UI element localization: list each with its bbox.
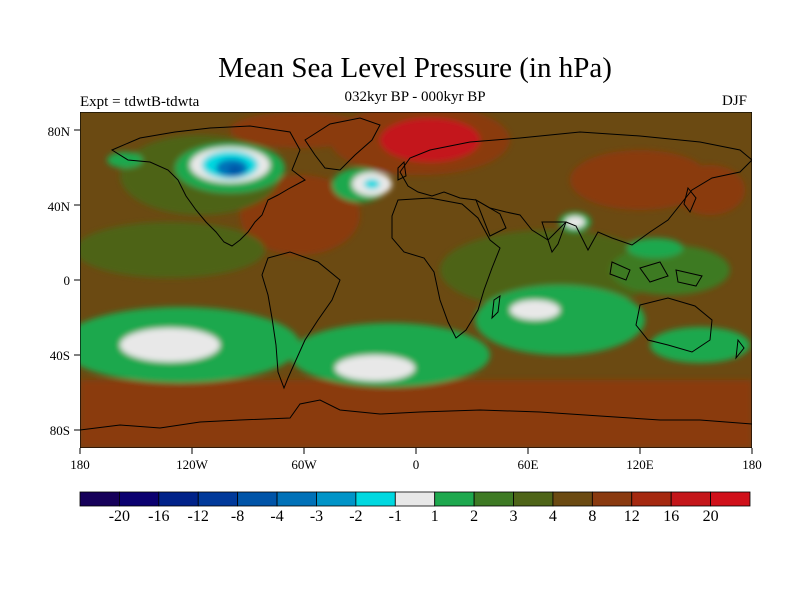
colorbar-box: [473, 491, 514, 507]
lon-label-180w: 180: [70, 457, 90, 472]
colorbar-box: [631, 491, 672, 507]
colorbar-label: 12: [623, 508, 640, 525]
white-south-indian: [510, 300, 560, 320]
colorbar-label: -2: [349, 508, 363, 525]
green-south-china: [627, 238, 683, 258]
cyan-north-atlantic: [364, 179, 380, 189]
olive-indian-ocean: [440, 230, 660, 310]
colorbar-label: 1: [430, 508, 439, 525]
lon-label-60e: 60E: [517, 457, 539, 472]
colorbar-box: [710, 491, 751, 507]
colorbar-label: 2: [470, 508, 479, 525]
warm-arctic: [230, 112, 370, 148]
lat-label-40n: 40N: [47, 199, 70, 214]
map-subtitle: 032kyr BP - 000kyr BP: [344, 89, 486, 105]
colorbar-label: -12: [187, 508, 209, 525]
colorbar-label: 8: [588, 508, 597, 525]
colorbar-box: [513, 491, 554, 507]
colorbar-label: -8: [230, 508, 245, 525]
colorbar-label: 3: [509, 508, 518, 525]
colorbar-box: [158, 491, 199, 507]
colorbar-label: -20: [108, 508, 131, 525]
colorbar-box: [276, 491, 317, 507]
green-alaska: [107, 152, 143, 168]
lon-label-60w: 60W: [291, 457, 317, 472]
colorbar-box: [670, 491, 711, 507]
lon-label-180e: 180: [742, 457, 762, 472]
white-south-pacific: [120, 328, 220, 362]
colorbar-box: [434, 491, 475, 507]
colorbar-box: [119, 491, 160, 507]
colorbar-box: [394, 491, 436, 507]
colorbar-label: 20: [702, 508, 719, 525]
colorbar-box: [237, 491, 278, 507]
colorbar-box: [316, 491, 357, 507]
colorbar-label: 16: [663, 508, 680, 525]
colorbar-box: [197, 491, 239, 507]
lat-label-40s: 40S: [49, 348, 70, 363]
warm-antarctic-band: [80, 380, 752, 448]
lon-label-120e: 120E: [626, 457, 654, 472]
warm-nw-pacific: [675, 165, 745, 215]
colorbar-box: [552, 491, 593, 507]
deep-blue-laurentide: [228, 165, 242, 175]
lon-label-0: 0: [412, 457, 420, 472]
experiment-label: Expt = tdwtB-tdwta: [80, 94, 200, 110]
colorbar-label: -1: [388, 508, 402, 525]
green-maritime: [610, 245, 730, 295]
white-tibet: [565, 216, 585, 228]
colorbar-label: 4: [548, 508, 557, 525]
warm-band-na: [240, 175, 360, 255]
colorbar-label: -16: [148, 508, 170, 525]
map-field: [80, 112, 752, 448]
colorbar-label: -4: [270, 508, 284, 525]
colorbar-box: [591, 491, 633, 507]
colorbar-label: -3: [309, 508, 324, 525]
green-tasman: [650, 327, 750, 363]
hot-north-atlantic: [380, 118, 480, 162]
map-title: Mean Sea Level Pressure (in hPa): [218, 52, 612, 84]
lat-label-80s: 80S: [49, 423, 70, 438]
season-label: DJF: [722, 93, 748, 109]
lat-label-80n: 80N: [47, 124, 70, 139]
colorbar-box: [79, 491, 120, 507]
lon-label-120w: 120W: [176, 457, 208, 472]
colorbar-box: [355, 491, 396, 507]
warm-east-asia: [570, 150, 710, 210]
white-south-atlantic: [335, 355, 415, 381]
coastlines: [80, 117, 752, 431]
green-south-indian: [475, 285, 645, 355]
lat-label-0: 0: [63, 273, 71, 288]
